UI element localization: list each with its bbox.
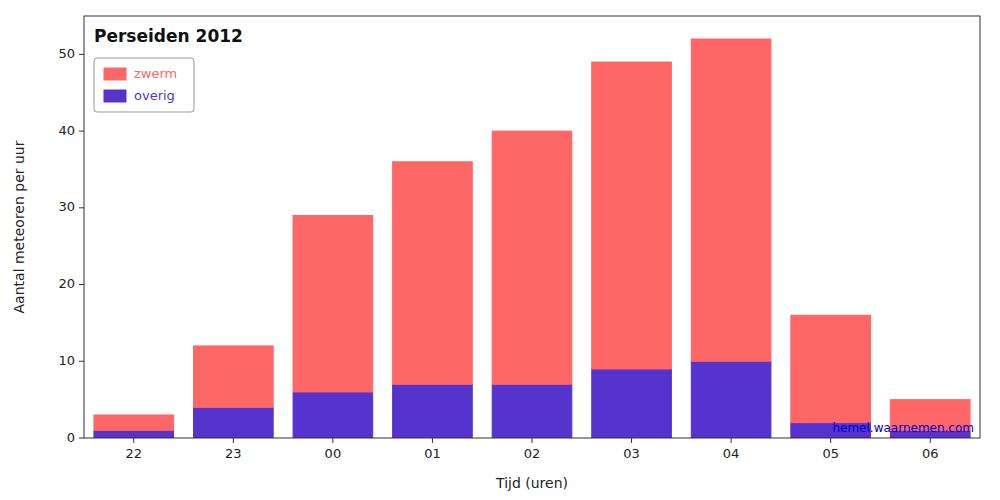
y-tick: [79, 131, 84, 132]
bar: [293, 215, 373, 391]
y-tick-label: 20: [58, 276, 75, 291]
x-tick: [332, 438, 333, 443]
x-tick: [432, 438, 433, 443]
bars: [94, 39, 970, 438]
bar: [791, 315, 871, 422]
chart-container: 0 10 20 30 40 50 22 23 00 01 02 03 04 05 06 Tijd (uren)…: [0, 0, 1000, 500]
bar: [94, 415, 174, 430]
y-tick: [79, 284, 84, 285]
bar: [592, 62, 672, 369]
bar: [492, 131, 572, 384]
y-axis: 0 10 20 30 40 50: [58, 46, 84, 445]
x-axis: 22 23 00 01 02 03 04 05 06: [126, 438, 939, 461]
plot-area: [84, 16, 980, 438]
legend-label: zwerm: [134, 66, 177, 81]
bar: [592, 369, 672, 438]
series-1: [94, 39, 970, 430]
bar: [691, 361, 771, 438]
y-tick-label: 40: [58, 123, 75, 138]
y-tick-label: 0: [67, 430, 75, 445]
y-tick: [79, 361, 84, 362]
x-tick: [830, 438, 831, 443]
x-tick-label: 06: [922, 446, 939, 461]
legend-swatch: [104, 68, 126, 80]
y-tick: [79, 438, 84, 439]
x-axis-label: Tijd (uren): [495, 475, 568, 491]
legend: zwerm overig: [94, 58, 194, 112]
legend-box: [94, 58, 194, 112]
chart-svg: 0 10 20 30 40 50 22 23 00 01 02 03 04 05 06 Tijd (uren)…: [0, 0, 1000, 500]
bar: [393, 384, 473, 438]
title: Perseiden 2012: [94, 26, 243, 46]
y-tick: [79, 54, 84, 55]
x-tick: [532, 438, 533, 443]
x-tick: [631, 438, 632, 443]
x-tick: [133, 438, 134, 443]
x-tick-label: 00: [325, 446, 342, 461]
x-tick-label: 02: [524, 446, 541, 461]
bar: [393, 162, 473, 385]
bar: [94, 430, 174, 438]
x-tick-label: 23: [225, 446, 242, 461]
plot-frame: [84, 16, 980, 438]
y-tick-label: 50: [58, 46, 75, 61]
x-tick-label: 05: [822, 446, 839, 461]
y-tick: [79, 207, 84, 208]
bar: [194, 346, 274, 407]
x-tick: [731, 438, 732, 443]
x-tick-label: 01: [424, 446, 441, 461]
x-tick-label: 03: [623, 446, 640, 461]
x-tick-label: 04: [723, 446, 740, 461]
bar: [492, 384, 572, 438]
x-tick: [930, 438, 931, 443]
y-axis-label: Aantal meteoren per uur: [11, 140, 27, 313]
bar: [293, 392, 373, 438]
bar: [691, 39, 771, 361]
bar: [194, 407, 274, 438]
y-tick-label: 30: [58, 199, 75, 214]
x-tick: [233, 438, 234, 443]
legend-label: overig: [134, 88, 175, 103]
watermark: hemel.waarnemen.com: [832, 421, 974, 435]
x-tick-label: 22: [126, 446, 143, 461]
legend-swatch: [104, 90, 126, 102]
y-tick-label: 10: [58, 353, 75, 368]
